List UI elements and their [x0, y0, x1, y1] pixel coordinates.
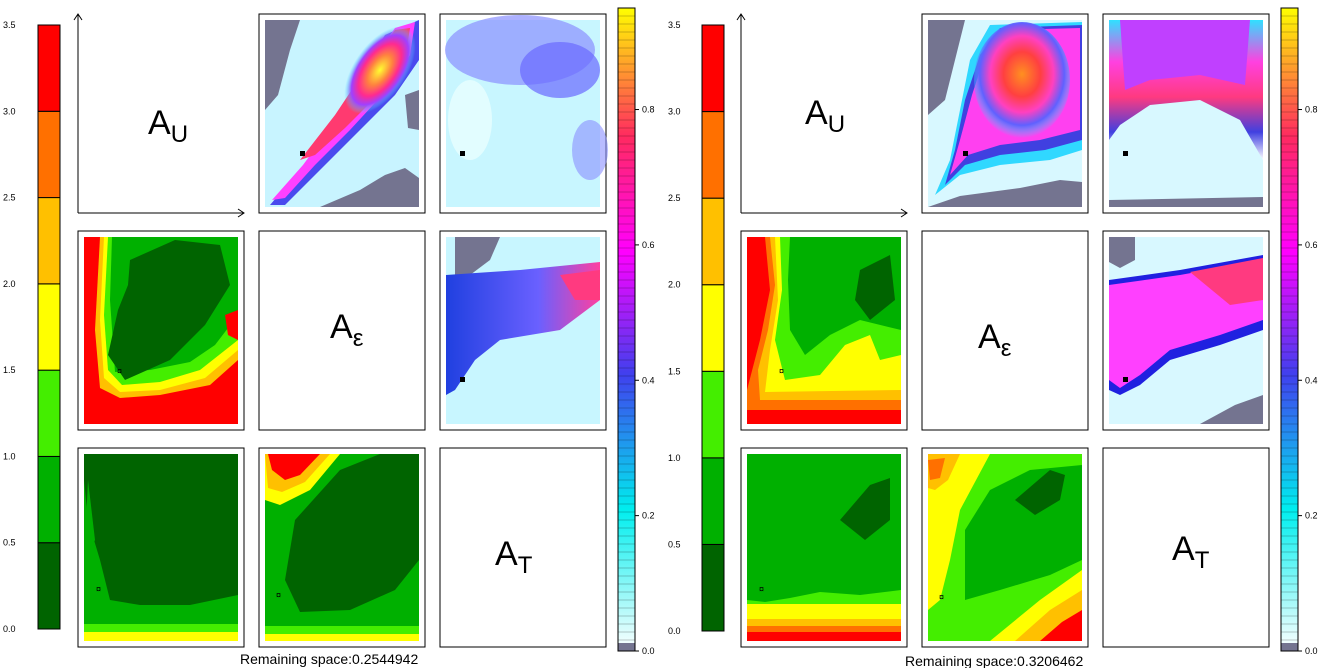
colorbar-tick-label: 1.0: [668, 453, 681, 463]
footer-remaining-space: Remaining space:0.2544942: [240, 651, 418, 667]
contour-panel-r2c1: ¤: [77, 230, 245, 431]
colorbar-tick-label: 0.0: [668, 626, 681, 636]
colorbar-tick-label: 2.0: [668, 280, 681, 290]
colorbar-tick-label: 1.5: [668, 366, 681, 376]
contour-panel-r3c1: ¤: [77, 447, 245, 648]
left-colorbar: 0.0 0.5 1.0 1.5 2.0 2.5 3.0 3.5: [3, 20, 61, 634]
colorbar-band: [37, 197, 61, 285]
contour-panel-r3c2: ¤: [921, 447, 1089, 648]
colorbar-tick-label: 1.0: [3, 451, 16, 461]
diag-label-au: AU: [805, 94, 845, 138]
colorbar-tick-label: 0.0: [3, 624, 16, 634]
marker: [1123, 377, 1128, 382]
heatmap-panel-r1c3: [1102, 13, 1270, 214]
colorbar-tick-label: 0.6: [642, 240, 655, 250]
diag-label-at: AT: [1172, 530, 1210, 574]
marker: [460, 377, 465, 382]
colorbar-tick-label: 0.4: [1305, 375, 1318, 385]
svg-text:¤: ¤: [96, 584, 101, 594]
colorbar-tick-label: 3.0: [3, 106, 16, 116]
colorbar-tick-label: 3.5: [668, 20, 681, 30]
colorbar-tick-label: 0.8: [642, 105, 655, 115]
colorbar-band: [701, 370, 725, 459]
right-figure: 0.0 0.5 1.0 1.5 2.0 2.5 3.0 3.5 AU: [668, 7, 1318, 668]
colorbar-band: [37, 542, 61, 630]
heatmap-panel-r2c3: [439, 230, 607, 431]
svg-text:¤: ¤: [276, 590, 281, 600]
diag-label-aeps: Aε: [330, 308, 364, 352]
svg-text:¤: ¤: [117, 366, 122, 376]
diag-axes: [736, 13, 908, 218]
right-colorbar: 0.0 0.2 0.4 0.6 0.8: [617, 7, 655, 656]
colorbar-band: [701, 457, 725, 545]
diag-panel-at: [439, 447, 607, 648]
colorbar-tick-label: 0.0: [1305, 646, 1318, 656]
footer-remaining-space: Remaining space:0.3206462: [905, 653, 1083, 668]
colorbar-tick-label: 2.0: [3, 279, 16, 289]
colorbar-tick-label: 1.5: [3, 365, 16, 375]
colorbar-tick-label: 0.8: [1305, 105, 1318, 115]
colorbar-tick-label: 3.5: [3, 20, 16, 30]
right-colorbar-gradient: [618, 8, 635, 651]
diag-panel-au: [78, 14, 244, 213]
marker: [963, 151, 968, 156]
contour-panel-r3c1: ¤: [740, 447, 908, 648]
colorbar-tick-label: 0.5: [3, 538, 16, 548]
colorbar-tick-label: 0.5: [668, 539, 681, 549]
colorbar-band: [701, 543, 725, 632]
colorbar-tick-label: 0.2: [642, 511, 655, 521]
colorbar-band: [37, 369, 61, 457]
colorbar-band: [37, 110, 61, 199]
heatmap-panel-r1c2: [258, 13, 426, 214]
colorbar-tick-label: 0.2: [1305, 511, 1318, 521]
diag-panel-aeps: [258, 230, 426, 431]
heatmap-panel-r1c2: [921, 13, 1089, 214]
marker: [300, 151, 305, 156]
svg-text:¤: ¤: [779, 366, 784, 376]
heatmap-panel-r2c3: [1102, 230, 1270, 431]
colorbar-band: [37, 455, 61, 544]
diag-axes: [73, 13, 245, 218]
right-colorbar-2: 0.0 0.2 0.4 0.6 0.8: [1280, 7, 1318, 656]
left-colorbar-frame: [37, 24, 61, 630]
contour-panel-r3c2: ¤: [258, 447, 426, 648]
colorbar-tick-label: 3.0: [668, 107, 681, 117]
diag-label-at: AT: [495, 535, 533, 579]
colorbar-tick-label: 0.0: [642, 646, 655, 656]
colorbar-tick-label: 0.4: [642, 375, 655, 385]
marker: [1123, 151, 1128, 156]
colorbar-tick-label: 2.5: [3, 193, 16, 203]
colorbar-band: [37, 283, 61, 371]
marker: [460, 151, 465, 156]
left-figure: 0.0 0.5 1.0 1.5 2.0 2.5 3.0 3.5 AU: [3, 7, 655, 667]
left-colorbar-2: 0.0 0.5 1.0 1.5 2.0 2.5 3.0 3.5: [668, 20, 725, 636]
diag-label-au: AU: [148, 104, 188, 148]
contour-panel-r2c1: ¤: [740, 230, 908, 431]
colorbar-band: [701, 24, 725, 113]
diag-panel-at: [1102, 447, 1270, 648]
diag-label-aeps: Aε: [978, 318, 1012, 362]
svg-text:¤: ¤: [939, 592, 944, 602]
svg-text:¤: ¤: [759, 584, 764, 594]
colorbar-band: [701, 111, 725, 199]
diag-panel-au: [741, 14, 907, 213]
colorbar-band: [701, 197, 725, 286]
colorbar-tick-label: 2.5: [668, 193, 681, 203]
diag-panel-aeps: [921, 230, 1089, 431]
colorbar-band: [701, 284, 725, 372]
heatmap-panel-r1c3: [439, 13, 608, 214]
colorbar-band: [37, 24, 61, 112]
colorbar-tick-label: 0.6: [1305, 240, 1318, 250]
